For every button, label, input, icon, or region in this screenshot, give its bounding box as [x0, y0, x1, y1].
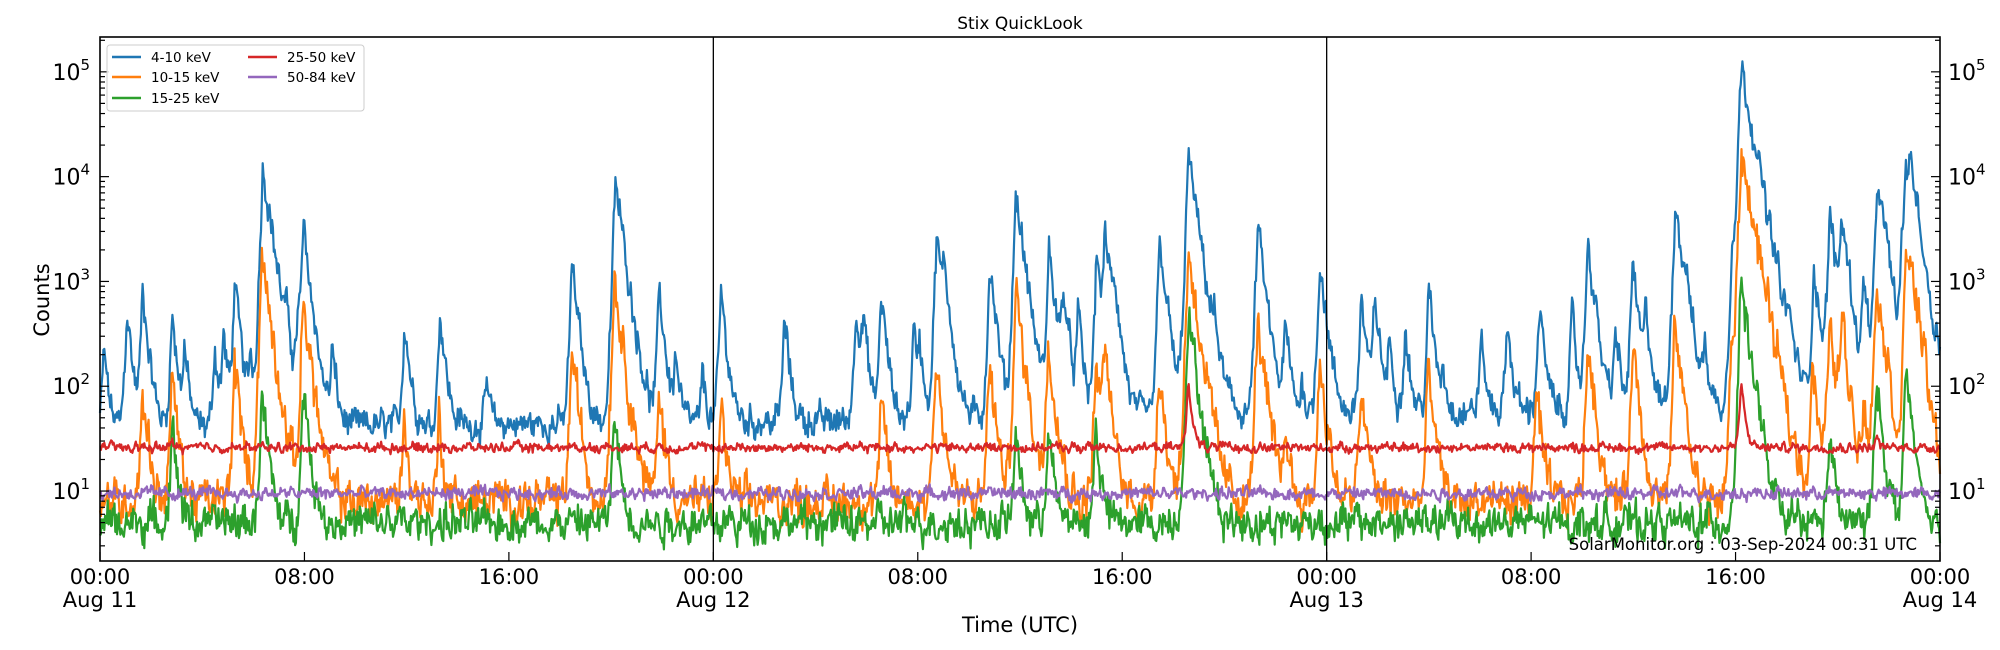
watermark-annotation: SolarMonitor.org : 03-Sep-2024 00:31 UTC	[1569, 535, 1917, 554]
tick-exponent: 5	[1976, 56, 1986, 74]
x-tick-label-time: 00:00	[683, 565, 744, 589]
y-tick-label-right: 103	[1948, 265, 1986, 295]
y-tick-label: 103	[52, 265, 90, 295]
tick-exponent: 1	[1976, 475, 1986, 493]
x-tick-label-time: 08:00	[274, 565, 335, 589]
tick-base: 10	[52, 375, 80, 400]
x-tick-label-time: 16:00	[479, 565, 540, 589]
y-axis-label: Counts	[30, 263, 54, 336]
tick-base: 10	[1948, 61, 1976, 86]
tick-base: 10	[52, 270, 80, 295]
tick-exponent: 3	[1976, 265, 1986, 283]
y-tick-label: 105	[52, 56, 90, 86]
chart-title: Stix QuickLook	[957, 14, 1083, 34]
x-tick-label-date: Aug 13	[1289, 588, 1363, 612]
x-tick-label-date: Aug 14	[1903, 588, 1977, 612]
legend-label: 50-84 keV	[287, 70, 356, 86]
series-layer	[98, 60, 1942, 551]
y-tick-label-right: 101	[1948, 475, 1986, 505]
series-line-15-25-kev	[99, 276, 1942, 551]
legend-item: 10-15 keV	[112, 70, 220, 86]
legend: 4-10 keV 10-15 keV 15-25 keV 25-50 keV 50-84…	[106, 44, 365, 112]
x-tick-label-time: 16:00	[1705, 565, 1766, 589]
legend-label: 4-10 keV	[151, 50, 212, 66]
tick-exponent: 1	[80, 475, 90, 493]
legend-item: 15-25 keV	[112, 91, 220, 107]
series-line-25-50-kev	[99, 383, 1941, 456]
legend-label: 25-50 keV	[287, 50, 356, 66]
tick-base: 10	[52, 166, 80, 191]
y-tick-label-right: 102	[1948, 370, 1986, 400]
tick-exponent: 2	[1976, 370, 1986, 388]
x-tick-label-time: 08:00	[1501, 565, 1562, 589]
legend-item: 4-10 keV	[112, 50, 212, 66]
tick-exponent: 4	[1976, 161, 1986, 179]
series-line-4-10-kev	[98, 60, 1942, 449]
x-tick-label-time: 08:00	[888, 565, 949, 589]
series-line-10-15-kev	[98, 148, 1942, 536]
x-tick-label-time: 00:00	[1296, 565, 1357, 589]
tick-base: 10	[52, 61, 80, 86]
x-tick-label-date: Aug 11	[63, 588, 137, 612]
tick-exponent: 2	[80, 370, 90, 388]
tick-exponent: 3	[80, 265, 90, 283]
legend-label: 15-25 keV	[151, 91, 220, 107]
tick-base: 10	[1948, 375, 1976, 400]
tick-base: 10	[1948, 270, 1976, 295]
series-line-50-84-kev	[99, 483, 1942, 504]
y-tick-label: 101	[52, 475, 90, 505]
legend-box	[106, 44, 365, 112]
tick-base: 10	[1948, 166, 1976, 191]
x-axis-label: Time (UTC)	[961, 613, 1078, 637]
tick-exponent: 4	[80, 161, 90, 179]
x-tick-label-time: 00:00	[70, 565, 131, 589]
legend-item: 25-50 keV	[248, 50, 356, 66]
legend-label: 10-15 keV	[151, 70, 220, 86]
y-tick-label: 102	[52, 370, 90, 400]
day-separators	[712, 37, 1328, 561]
y-tick-label-right: 105	[1948, 56, 1986, 86]
legend-item: 50-84 keV	[248, 70, 356, 86]
x-tick-label-time: 16:00	[1092, 565, 1153, 589]
y-tick-label-right: 104	[1948, 161, 1986, 191]
x-tick-label-time: 00:00	[1910, 565, 1971, 589]
plot-frame	[99, 36, 1941, 562]
tick-base: 10	[1948, 480, 1976, 505]
y-tick-label: 104	[52, 161, 90, 191]
tick-exponent: 5	[80, 56, 90, 74]
x-tick-label-date: Aug 12	[676, 588, 750, 612]
tick-base: 10	[52, 480, 80, 505]
